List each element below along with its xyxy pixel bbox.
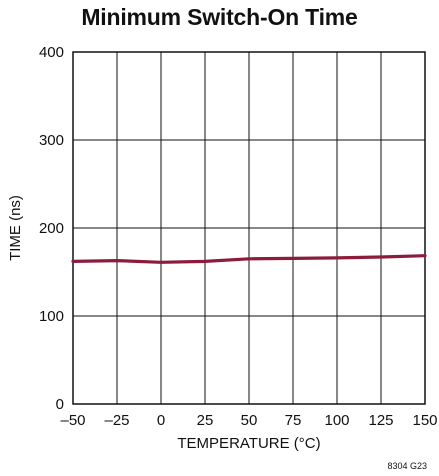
- x-tick-label: 150: [412, 412, 437, 429]
- x-axis-label: TEMPERATURE (°C): [177, 435, 320, 452]
- x-tick-label: 75: [285, 412, 302, 429]
- x-tick-label: 50: [241, 412, 258, 429]
- series-line-0: [71, 254, 427, 264]
- y-tick-label: 200: [39, 220, 64, 237]
- y-axis-label: TIME (ns): [7, 195, 24, 261]
- series-group: [71, 254, 427, 264]
- y-tick-label: 0: [56, 396, 64, 413]
- plot-frame: [72, 51, 426, 405]
- figure-id: 8304 G23: [387, 461, 427, 471]
- x-tick-label: 0: [157, 412, 165, 429]
- y-tick-labels: 0 100 200 300 400: [39, 44, 64, 413]
- x-tick-label: 125: [368, 412, 393, 429]
- x-tick-label: 25: [197, 412, 214, 429]
- y-tick-label: 400: [39, 44, 64, 61]
- y-tick-label: 300: [39, 132, 64, 149]
- y-tick-label: 100: [39, 308, 64, 325]
- grid: [73, 52, 425, 404]
- x-tick-label: –25: [104, 412, 129, 429]
- x-tick-label: 100: [324, 412, 349, 429]
- x-tick-label: –50: [60, 412, 85, 429]
- chart-title: Minimum Switch-On Time: [81, 4, 358, 30]
- x-tick-labels: –50 –25 0 25 50 75 100 125 150: [60, 412, 437, 429]
